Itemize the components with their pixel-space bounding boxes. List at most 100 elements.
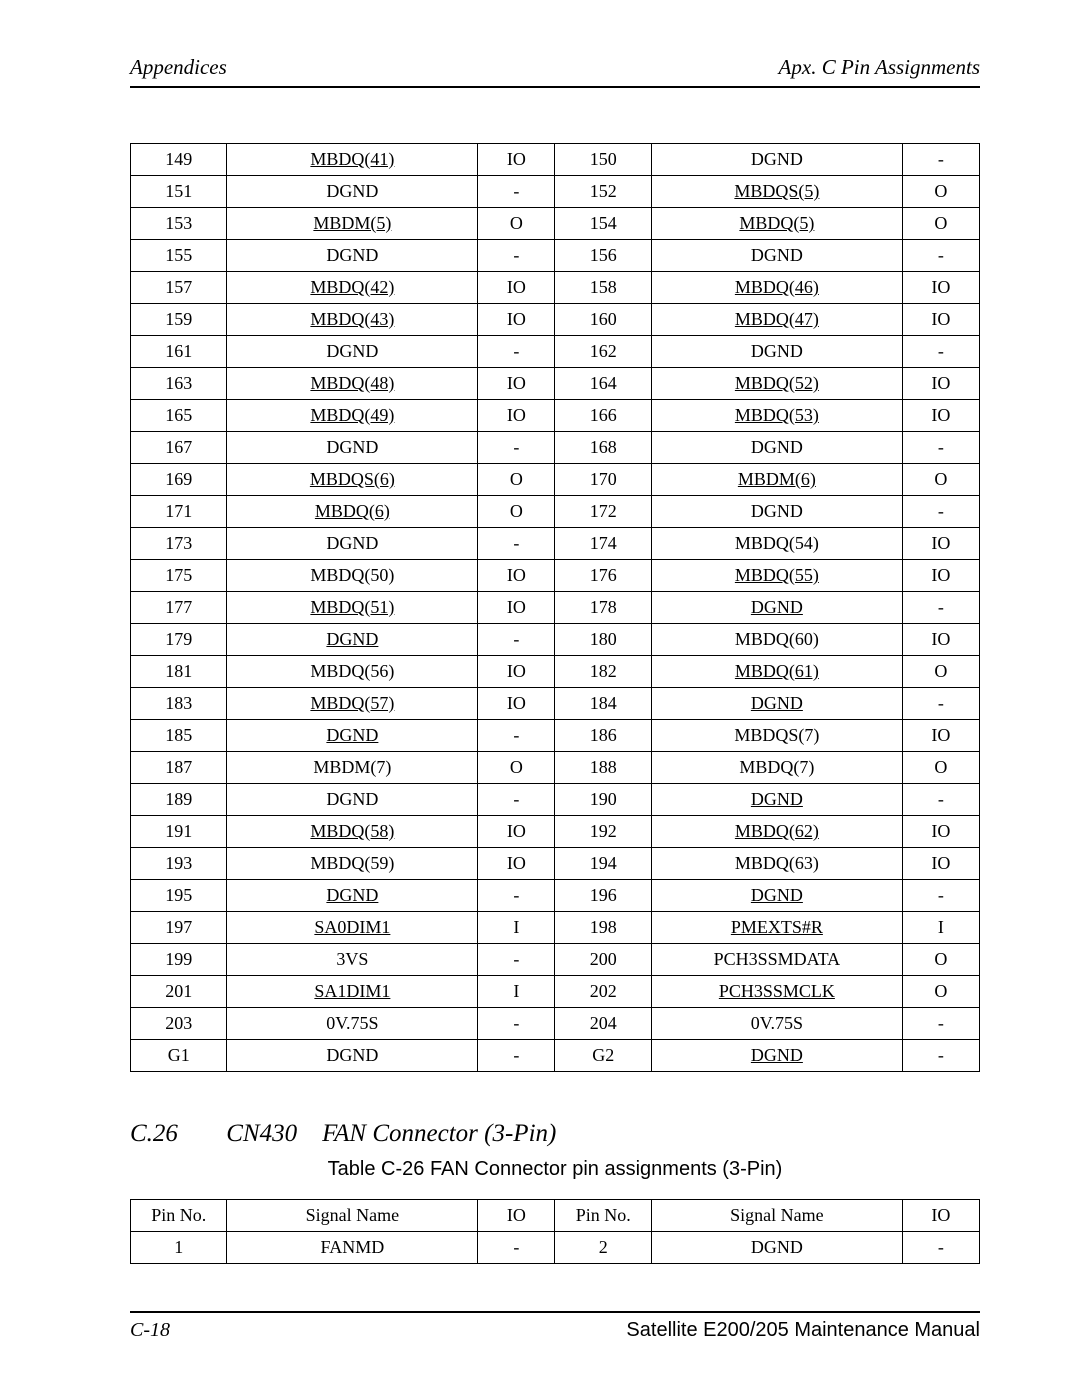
io-cell: -	[478, 176, 555, 208]
io-cell: IO	[478, 400, 555, 432]
signal-cell: MBDQ(61)	[651, 656, 902, 688]
io-cell: IO	[902, 368, 979, 400]
pin-cell: 163	[131, 368, 227, 400]
table-row: G1DGND-G2DGND-	[131, 1040, 980, 1072]
table-row: 159MBDQ(43)IO160MBDQ(47)IO	[131, 304, 980, 336]
table-row: 185DGND-186MBDQS(7)IO	[131, 720, 980, 752]
signal-cell: 3VS	[227, 944, 478, 976]
signal-cell: MBDQ(60)	[651, 624, 902, 656]
pin-cell: 204	[555, 1008, 651, 1040]
io-cell: -	[478, 720, 555, 752]
pin-cell: 194	[555, 848, 651, 880]
signal-cell: MBDQ(47)	[651, 304, 902, 336]
pin-cell: 157	[131, 272, 227, 304]
header-left: Appendices	[130, 55, 227, 80]
signal-cell: DGND	[651, 496, 902, 528]
signal-cell: MBDQ(48)	[227, 368, 478, 400]
pin-cell: 202	[555, 976, 651, 1008]
signal-cell: DGND	[651, 336, 902, 368]
io-cell: IO	[902, 272, 979, 304]
signal-cell: MBDQ(57)	[227, 688, 478, 720]
col-header: Pin No.	[131, 1200, 227, 1232]
pin-cell: 171	[131, 496, 227, 528]
signal-cell: DGND	[227, 624, 478, 656]
pin-cell: 193	[131, 848, 227, 880]
pin-cell: G1	[131, 1040, 227, 1072]
io-cell: I	[902, 912, 979, 944]
signal-cell: DGND	[651, 144, 902, 176]
io-cell: -	[902, 1232, 979, 1264]
io-cell: -	[478, 1232, 555, 1264]
io-cell: -	[902, 240, 979, 272]
signal-cell: SA0DIM1	[227, 912, 478, 944]
pin-cell: 196	[555, 880, 651, 912]
pin-cell: 151	[131, 176, 227, 208]
pin-cell: 184	[555, 688, 651, 720]
io-cell: -	[902, 432, 979, 464]
signal-cell: MBDQ(56)	[227, 656, 478, 688]
pin-cell: 177	[131, 592, 227, 624]
pin-cell: 203	[131, 1008, 227, 1040]
table-row: 171MBDQ(6)O172DGND-	[131, 496, 980, 528]
table-row: 201SA1DIM1I202PCH3SSMCLKO	[131, 976, 980, 1008]
io-cell: IO	[902, 816, 979, 848]
pin-cell: 154	[555, 208, 651, 240]
io-cell: IO	[478, 368, 555, 400]
table-row: 161DGND-162DGND-	[131, 336, 980, 368]
pin-cell: 198	[555, 912, 651, 944]
table-row: 189DGND-190DGND-	[131, 784, 980, 816]
table-header-row: Pin No. Signal Name IO Pin No. Signal Na…	[131, 1200, 980, 1232]
signal-cell: MBDQ(46)	[651, 272, 902, 304]
fan-pin-table: Pin No. Signal Name IO Pin No. Signal Na…	[130, 1199, 980, 1264]
signal-cell: SA1DIM1	[227, 976, 478, 1008]
manual-title: Satellite E200/205 Maintenance Manual	[626, 1319, 980, 1342]
io-cell: O	[902, 208, 979, 240]
table-row: 1993VS-200PCH3SSMDATAO	[131, 944, 980, 976]
io-cell: -	[478, 784, 555, 816]
pin-cell: 162	[555, 336, 651, 368]
pin-cell: 155	[131, 240, 227, 272]
io-cell: IO	[478, 816, 555, 848]
signal-cell: MBDQ(51)	[227, 592, 478, 624]
table-row: 181MBDQ(56)IO182MBDQ(61)O	[131, 656, 980, 688]
table-row: 175MBDQ(50)IO176MBDQ(55)IO	[131, 560, 980, 592]
io-cell: -	[902, 496, 979, 528]
pin-cell: 201	[131, 976, 227, 1008]
signal-cell: MBDQ(52)	[651, 368, 902, 400]
pin-cell: 153	[131, 208, 227, 240]
pin-cell: 189	[131, 784, 227, 816]
io-cell: -	[478, 880, 555, 912]
io-cell: O	[902, 464, 979, 496]
signal-cell: MBDQ(43)	[227, 304, 478, 336]
signal-cell: DGND	[651, 1040, 902, 1072]
table-caption: Table C-26 FAN Connector pin assignments…	[130, 1158, 980, 1181]
table-row: 153MBDM(5)O154MBDQ(5)O	[131, 208, 980, 240]
header-right: Apx. C Pin Assignments	[779, 55, 980, 80]
signal-cell: DGND	[227, 432, 478, 464]
signal-cell: PCH3SSMCLK	[651, 976, 902, 1008]
pin-cell: 1	[131, 1232, 227, 1264]
table-row: 169MBDQS(6)O170MBDM(6)O	[131, 464, 980, 496]
io-cell: -	[478, 624, 555, 656]
signal-cell: DGND	[651, 688, 902, 720]
io-cell: O	[902, 176, 979, 208]
signal-cell: MBDM(5)	[227, 208, 478, 240]
pin-cell: 150	[555, 144, 651, 176]
page-header: Appendices Apx. C Pin Assignments	[130, 55, 980, 88]
table-row: 183MBDQ(57)IO184DGND-	[131, 688, 980, 720]
pin-cell: 172	[555, 496, 651, 528]
io-cell: -	[478, 944, 555, 976]
signal-cell: 0V.75S	[651, 1008, 902, 1040]
io-cell: -	[478, 336, 555, 368]
io-cell: -	[478, 432, 555, 464]
main-pin-table: 149MBDQ(41)IO150DGND-151DGND-152MBDQS(5)…	[130, 143, 980, 1072]
signal-cell: MBDQS(7)	[651, 720, 902, 752]
pin-cell: 152	[555, 176, 651, 208]
signal-cell: DGND	[227, 336, 478, 368]
signal-cell: MBDQ(63)	[651, 848, 902, 880]
signal-cell: MBDQ(42)	[227, 272, 478, 304]
pin-cell: 183	[131, 688, 227, 720]
pin-cell: 178	[555, 592, 651, 624]
io-cell: -	[478, 240, 555, 272]
io-cell: -	[902, 880, 979, 912]
